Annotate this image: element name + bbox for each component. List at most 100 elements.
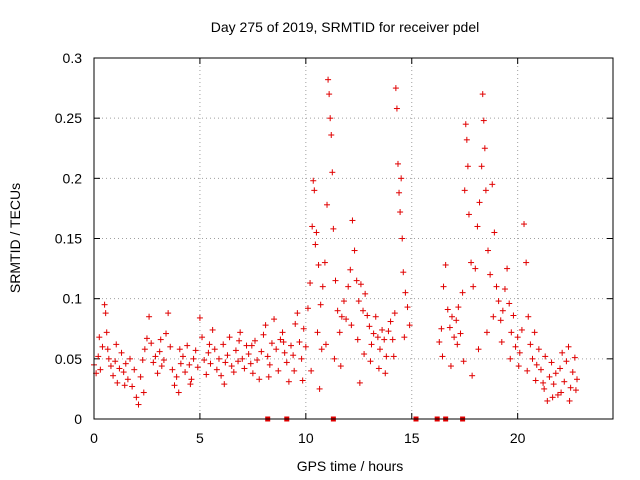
data-point bbox=[535, 346, 542, 353]
data-point bbox=[400, 269, 407, 276]
data-point bbox=[264, 353, 271, 360]
data-point bbox=[315, 261, 322, 268]
data-point bbox=[469, 372, 476, 379]
data-point bbox=[184, 342, 191, 349]
data-point bbox=[354, 336, 361, 343]
data-point bbox=[177, 360, 184, 367]
data-point bbox=[351, 247, 358, 254]
data-point bbox=[360, 307, 367, 314]
data-point bbox=[317, 301, 324, 308]
y-tick-label: 0.15 bbox=[55, 231, 82, 247]
data-point bbox=[548, 359, 555, 366]
data-point bbox=[566, 397, 573, 404]
data-point bbox=[266, 361, 273, 368]
chart-title: Day 275 of 2019, SRMTID for receiver pde… bbox=[211, 19, 479, 35]
data-point bbox=[481, 145, 488, 152]
data-point bbox=[404, 304, 411, 311]
data-point bbox=[498, 338, 505, 345]
data-point bbox=[215, 355, 222, 362]
data-point bbox=[355, 298, 362, 305]
data-point bbox=[206, 341, 213, 348]
data-point bbox=[328, 132, 335, 139]
data-point bbox=[218, 372, 225, 379]
data-point bbox=[397, 209, 404, 216]
data-point bbox=[307, 280, 314, 287]
data-point bbox=[137, 373, 144, 380]
data-point bbox=[310, 177, 317, 184]
data-point bbox=[249, 370, 256, 377]
data-point bbox=[525, 313, 532, 320]
y-tick-label: 0.05 bbox=[55, 351, 82, 367]
data-point bbox=[222, 359, 229, 366]
data-point bbox=[387, 318, 394, 325]
x-tick-label: 10 bbox=[298, 430, 314, 446]
data-point bbox=[497, 317, 504, 324]
data-point bbox=[459, 289, 466, 296]
data-point bbox=[139, 357, 146, 364]
data-point bbox=[141, 346, 148, 353]
data-point bbox=[192, 347, 199, 354]
data-point bbox=[447, 363, 454, 370]
data-point bbox=[285, 378, 292, 385]
data-point bbox=[331, 355, 338, 362]
data-point bbox=[440, 283, 447, 290]
data-point bbox=[237, 329, 244, 336]
data-point bbox=[160, 357, 167, 364]
data-point bbox=[514, 334, 521, 341]
data-point bbox=[531, 329, 538, 336]
data-point bbox=[313, 229, 320, 236]
data-point bbox=[199, 334, 206, 341]
data-point bbox=[169, 366, 176, 373]
data-point bbox=[457, 330, 464, 337]
data-point bbox=[186, 361, 193, 368]
data-point bbox=[561, 378, 568, 385]
data-point bbox=[279, 329, 286, 336]
data-point bbox=[343, 316, 350, 323]
data-point bbox=[347, 266, 354, 273]
data-point bbox=[114, 379, 121, 386]
data-point bbox=[241, 365, 248, 372]
data-point bbox=[291, 367, 298, 374]
data-point bbox=[336, 329, 343, 336]
data-point bbox=[247, 360, 254, 367]
data-point bbox=[207, 360, 214, 367]
data-point bbox=[348, 322, 355, 329]
data-point bbox=[146, 313, 153, 320]
data-point bbox=[271, 316, 278, 323]
data-point bbox=[460, 358, 467, 365]
data-point bbox=[251, 337, 258, 344]
data-point bbox=[464, 163, 471, 170]
data-point bbox=[260, 331, 267, 338]
data-point bbox=[129, 383, 136, 390]
data-point bbox=[558, 389, 565, 396]
axis-ticks: 0 5 10 15 20 0 0.05 0.1 0.15 0.2 0.25 0.3 bbox=[55, 50, 613, 446]
data-point bbox=[527, 341, 534, 348]
data-point bbox=[158, 363, 165, 370]
data-point bbox=[362, 290, 369, 297]
data-point bbox=[326, 91, 333, 98]
data-point bbox=[501, 286, 508, 293]
data-point bbox=[196, 314, 203, 321]
data-point bbox=[524, 367, 531, 374]
data-point bbox=[96, 334, 103, 341]
data-point bbox=[385, 328, 392, 335]
data-point bbox=[203, 371, 210, 378]
data-point bbox=[374, 334, 381, 341]
data-point bbox=[167, 343, 174, 350]
data-point bbox=[389, 336, 396, 343]
data-point bbox=[444, 306, 451, 313]
data-point bbox=[182, 369, 189, 376]
data-point bbox=[243, 342, 250, 349]
data-point bbox=[329, 169, 336, 176]
data-point bbox=[201, 357, 208, 364]
data-point bbox=[465, 211, 472, 218]
data-point bbox=[529, 355, 536, 362]
data-point bbox=[273, 346, 280, 353]
data-point bbox=[118, 349, 125, 356]
data-point bbox=[124, 376, 131, 383]
y-tick-label: 0.25 bbox=[55, 110, 82, 126]
data-point bbox=[523, 259, 530, 266]
data-point bbox=[357, 281, 364, 288]
data-point bbox=[110, 372, 117, 379]
data-point bbox=[104, 346, 111, 353]
